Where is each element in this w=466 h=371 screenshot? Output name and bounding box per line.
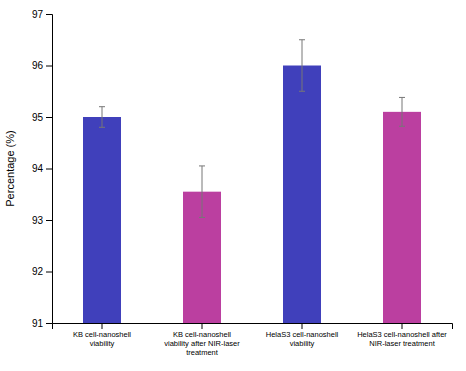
error-bar (402, 97, 403, 126)
tick-label: 96 (32, 60, 44, 71)
error-bars (99, 40, 405, 218)
tick-label: HelaS3 cell-nanoshell afterNIR-laser tre… (357, 330, 447, 348)
error-cap (99, 127, 105, 128)
tick-label: 95 (32, 112, 44, 123)
tick: 92 (32, 266, 52, 277)
tick-label: HelaS3 cell-nanoshellviability (266, 330, 339, 348)
error-cap (399, 126, 405, 127)
chart: 91 92 93 94 95 96 97 KB cell-nanoshellviability… (0, 0, 466, 371)
error-bar (302, 40, 303, 92)
tick-mark (302, 323, 303, 329)
y-axis-title: Percentage (%) (4, 130, 16, 206)
tick: KB cell-nanoshellviability after NIR-las… (164, 323, 240, 357)
tick: 91 (32, 318, 52, 329)
error-cap (399, 97, 405, 98)
tick-label-line: viability (290, 339, 315, 348)
tick-mark (202, 323, 203, 329)
bar (83, 117, 121, 323)
error-bar (202, 166, 203, 218)
bar (283, 66, 321, 324)
plot-area: 91 92 93 94 95 96 97 KB cell-nanoshellviability… (32, 9, 453, 371)
tick-label-line: NIR-laser treatment (369, 339, 435, 348)
tick-mark (46, 220, 52, 221)
tick-mark (46, 117, 52, 118)
tick-label-line: viability (90, 339, 115, 348)
tick-mark (46, 169, 52, 170)
axis-line (53, 324, 453, 330)
tick-label: 94 (32, 163, 44, 174)
tick-mark (46, 272, 52, 273)
error-cap (299, 91, 305, 92)
tick: KB cell-nanoshellviability (73, 323, 131, 348)
tick-label: KB cell-nanoshellviability after NIR-las… (164, 330, 240, 356)
tick-label: KB cell-nanoshellviability (73, 330, 131, 348)
tick-mark (102, 323, 103, 329)
tick-label: 92 (32, 266, 44, 277)
tick: 96 (32, 60, 52, 71)
bar (383, 112, 421, 323)
tick-mark (46, 14, 52, 15)
tick-mark (46, 66, 52, 67)
y-axis: 91 92 93 94 95 96 97 (32, 9, 53, 329)
error-cap (299, 39, 305, 40)
x-axis: KB cell-nanoshellviability KB cell-nanosh… (53, 323, 453, 357)
error-cap (199, 217, 205, 218)
error-cap (199, 165, 205, 166)
tick-label: 97 (32, 9, 44, 20)
error-bar (102, 107, 103, 128)
tick: HelaS3 cell-nanoshellviability (266, 323, 339, 348)
tick-label: 93 (32, 215, 44, 226)
tick: 93 (32, 215, 52, 226)
error-cap (99, 106, 105, 107)
tick: 97 (32, 9, 52, 20)
tick: HelaS3 cell-nanoshell afterNIR-laser tre… (357, 323, 447, 348)
axis-line (46, 15, 53, 324)
marks (83, 40, 421, 323)
tick: 95 (32, 112, 52, 123)
tick-label: 91 (32, 318, 44, 329)
tick-mark (402, 323, 403, 329)
tick-mark (46, 323, 52, 324)
tick: 94 (32, 163, 52, 174)
tick-label-line: treatment (186, 348, 219, 357)
